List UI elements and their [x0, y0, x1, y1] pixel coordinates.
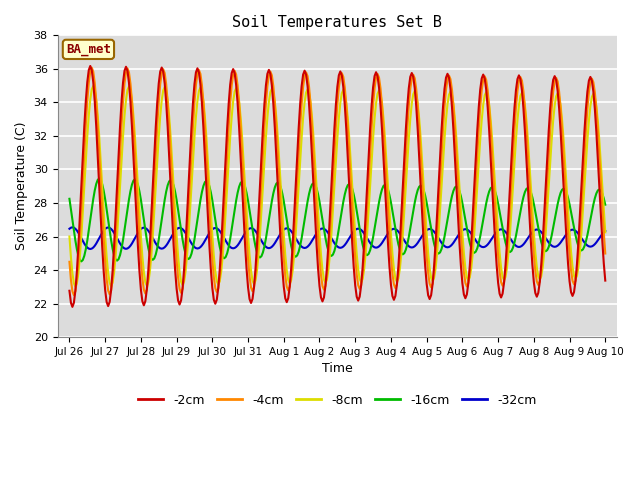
Y-axis label: Soil Temperature (C): Soil Temperature (C) [15, 122, 28, 251]
Legend: -2cm, -4cm, -8cm, -16cm, -32cm: -2cm, -4cm, -8cm, -16cm, -32cm [133, 389, 541, 412]
Text: BA_met: BA_met [66, 43, 111, 56]
X-axis label: Time: Time [322, 362, 353, 375]
Title: Soil Temperatures Set B: Soil Temperatures Set B [232, 15, 442, 30]
